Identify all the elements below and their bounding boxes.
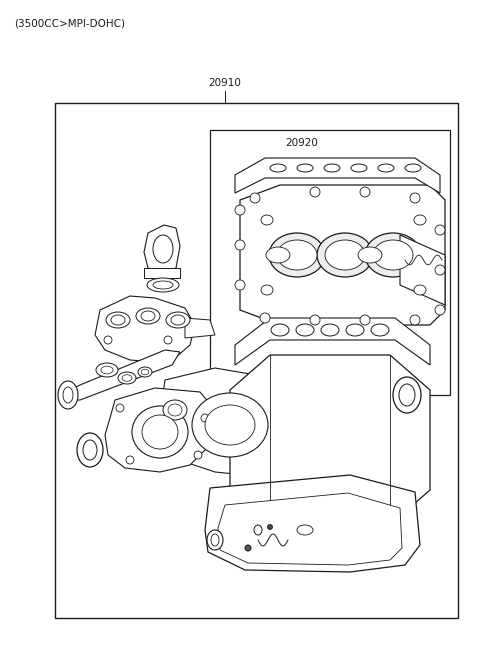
Ellipse shape bbox=[393, 377, 421, 413]
Polygon shape bbox=[160, 368, 300, 475]
Ellipse shape bbox=[261, 215, 273, 225]
Ellipse shape bbox=[132, 406, 188, 458]
Ellipse shape bbox=[118, 372, 136, 384]
Ellipse shape bbox=[101, 366, 113, 374]
Circle shape bbox=[126, 456, 134, 464]
Ellipse shape bbox=[166, 312, 190, 328]
Ellipse shape bbox=[378, 164, 394, 172]
Polygon shape bbox=[95, 296, 195, 362]
Ellipse shape bbox=[414, 285, 426, 295]
Ellipse shape bbox=[261, 285, 273, 295]
Circle shape bbox=[235, 240, 245, 250]
Ellipse shape bbox=[111, 315, 125, 325]
Ellipse shape bbox=[351, 164, 367, 172]
Ellipse shape bbox=[269, 233, 325, 277]
Ellipse shape bbox=[358, 247, 382, 263]
Circle shape bbox=[260, 313, 270, 323]
Circle shape bbox=[116, 404, 124, 412]
Ellipse shape bbox=[371, 324, 389, 336]
Polygon shape bbox=[235, 318, 430, 365]
Circle shape bbox=[245, 545, 251, 551]
Polygon shape bbox=[105, 388, 215, 472]
Ellipse shape bbox=[254, 525, 262, 535]
Ellipse shape bbox=[324, 164, 340, 172]
Ellipse shape bbox=[63, 387, 73, 403]
Circle shape bbox=[435, 225, 445, 235]
Ellipse shape bbox=[277, 240, 317, 270]
Circle shape bbox=[267, 525, 273, 529]
Ellipse shape bbox=[365, 233, 421, 277]
Ellipse shape bbox=[325, 240, 365, 270]
Ellipse shape bbox=[147, 278, 179, 292]
Circle shape bbox=[310, 315, 320, 325]
Circle shape bbox=[194, 451, 202, 459]
Ellipse shape bbox=[96, 363, 118, 377]
Text: 20920: 20920 bbox=[285, 138, 318, 148]
Ellipse shape bbox=[141, 369, 149, 375]
Polygon shape bbox=[240, 185, 445, 325]
Ellipse shape bbox=[211, 534, 219, 546]
Ellipse shape bbox=[153, 235, 173, 263]
Ellipse shape bbox=[205, 405, 255, 445]
Circle shape bbox=[410, 193, 420, 203]
Polygon shape bbox=[68, 350, 180, 400]
Polygon shape bbox=[185, 318, 215, 338]
Ellipse shape bbox=[266, 247, 290, 263]
Text: (3500CC>MPI-DOHC): (3500CC>MPI-DOHC) bbox=[14, 18, 125, 28]
Ellipse shape bbox=[346, 324, 364, 336]
Polygon shape bbox=[144, 225, 180, 272]
Ellipse shape bbox=[297, 164, 313, 172]
Polygon shape bbox=[218, 493, 402, 565]
Ellipse shape bbox=[296, 324, 314, 336]
Ellipse shape bbox=[405, 164, 421, 172]
Circle shape bbox=[360, 315, 370, 325]
Text: 20910: 20910 bbox=[209, 78, 241, 88]
Circle shape bbox=[201, 414, 209, 422]
Ellipse shape bbox=[399, 384, 415, 406]
Polygon shape bbox=[230, 355, 430, 525]
Circle shape bbox=[235, 205, 245, 215]
Circle shape bbox=[360, 187, 370, 197]
Ellipse shape bbox=[373, 240, 413, 270]
Ellipse shape bbox=[321, 324, 339, 336]
Bar bbox=[55, 103, 458, 618]
Circle shape bbox=[435, 305, 445, 315]
Polygon shape bbox=[205, 475, 420, 572]
Ellipse shape bbox=[77, 433, 103, 467]
Polygon shape bbox=[400, 235, 445, 305]
Ellipse shape bbox=[58, 381, 78, 409]
Ellipse shape bbox=[83, 440, 97, 460]
Bar bbox=[210, 130, 450, 395]
Ellipse shape bbox=[297, 525, 313, 535]
Circle shape bbox=[435, 265, 445, 275]
Ellipse shape bbox=[138, 367, 152, 377]
Ellipse shape bbox=[142, 415, 178, 449]
Ellipse shape bbox=[271, 324, 289, 336]
Ellipse shape bbox=[141, 311, 155, 321]
Ellipse shape bbox=[153, 281, 173, 289]
Ellipse shape bbox=[192, 393, 268, 457]
Ellipse shape bbox=[163, 400, 187, 420]
Circle shape bbox=[250, 193, 260, 203]
Circle shape bbox=[164, 336, 172, 344]
Circle shape bbox=[310, 187, 320, 197]
Ellipse shape bbox=[317, 233, 373, 277]
Ellipse shape bbox=[136, 308, 160, 324]
Ellipse shape bbox=[270, 164, 286, 172]
Ellipse shape bbox=[106, 312, 130, 328]
Polygon shape bbox=[144, 268, 180, 278]
Polygon shape bbox=[235, 158, 440, 193]
Circle shape bbox=[104, 336, 112, 344]
Ellipse shape bbox=[171, 315, 185, 325]
Ellipse shape bbox=[207, 530, 223, 550]
Ellipse shape bbox=[122, 375, 132, 381]
Ellipse shape bbox=[414, 215, 426, 225]
Circle shape bbox=[410, 315, 420, 325]
Circle shape bbox=[235, 280, 245, 290]
Ellipse shape bbox=[168, 404, 182, 416]
